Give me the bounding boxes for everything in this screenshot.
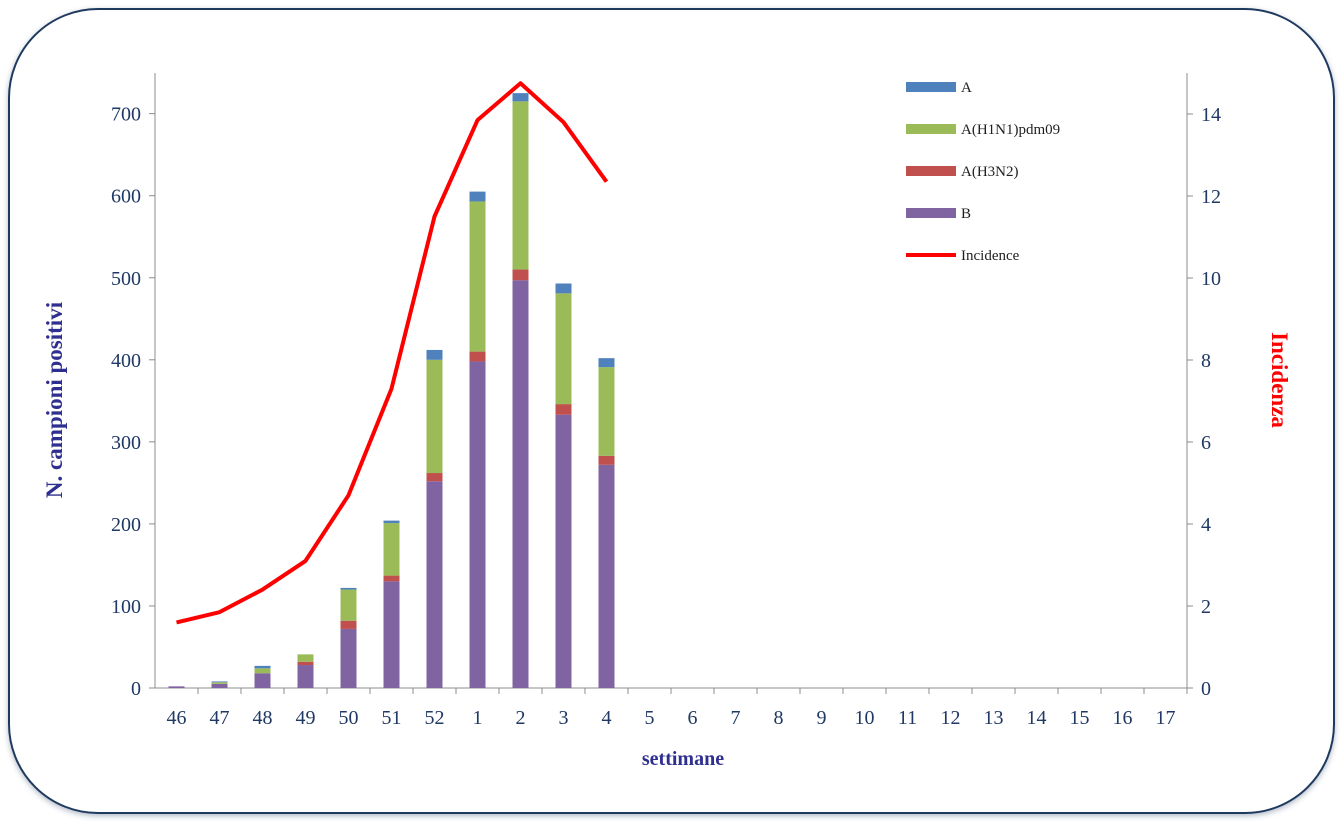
bar-segment — [297, 661, 314, 666]
bar-segment — [254, 665, 271, 669]
bar-segment — [211, 682, 228, 684]
x-tick-label: 11 — [898, 707, 917, 729]
bars-group — [168, 93, 615, 688]
legend-label: A(H1N1)pdm09 — [961, 122, 1060, 138]
legend-swatch — [906, 208, 956, 218]
bar-segment — [512, 101, 529, 270]
x-tick-label: 48 — [253, 707, 273, 729]
y2-tick-label: 2 — [1201, 596, 1211, 618]
x-tick-label: 12 — [941, 707, 961, 729]
y-tick-label: 300 — [111, 432, 141, 454]
bar-segment — [555, 404, 572, 415]
y-tick-label: 500 — [111, 268, 141, 290]
bar-segment — [426, 359, 443, 474]
x-tick-label: 49 — [296, 707, 316, 729]
bar-segment — [469, 361, 486, 688]
x-tick-label: 14 — [1027, 707, 1047, 729]
incidence-line — [176, 81, 609, 625]
y-tick-label: 200 — [111, 514, 141, 536]
axes-group — [154, 73, 1188, 689]
x-tick-label: 16 — [1113, 707, 1133, 729]
x-tick-label: 2 — [516, 707, 526, 729]
x-tick-label: 4 — [602, 707, 612, 729]
bar-segment — [469, 201, 486, 352]
bar-segment — [254, 668, 271, 674]
legend-swatch — [906, 82, 956, 92]
y-tick-label: 100 — [111, 596, 141, 618]
x-tick-label: 52 — [425, 707, 445, 729]
x-tick-label: 17 — [1156, 707, 1176, 729]
legend-swatch — [906, 124, 956, 134]
bar-segment — [512, 280, 529, 688]
legend-swatch — [906, 166, 956, 176]
y2-tick-label: 14 — [1201, 104, 1221, 126]
x-tick-label: 47 — [210, 707, 230, 729]
bar-segment — [168, 686, 185, 688]
bar-segment — [598, 464, 615, 688]
legend-label: Incidence — [961, 248, 1020, 264]
bar-segment — [254, 673, 271, 688]
y-axis-title: N. campioni positivi — [42, 301, 67, 498]
x-tick-label: 6 — [688, 707, 698, 729]
y2-tick-label: 12 — [1201, 186, 1221, 208]
y-tick-label: 400 — [111, 350, 141, 372]
bar-segment — [555, 414, 572, 688]
x-tick-label: 3 — [559, 707, 569, 729]
bar-segment — [598, 455, 615, 465]
bar-segment — [426, 473, 443, 482]
x-tick-label: 1 — [473, 707, 483, 729]
bar-segment — [383, 523, 400, 576]
x-tick-label: 46 — [167, 707, 187, 729]
x-tick-label: 13 — [984, 707, 1004, 729]
y2-tick-label: 4 — [1201, 514, 1211, 536]
bar-segment — [512, 269, 529, 281]
x-tick-label: 5 — [645, 707, 655, 729]
bar-segment — [340, 628, 357, 688]
bar-segment — [512, 93, 529, 102]
x-tick-label: 50 — [339, 707, 359, 729]
bar-segment — [383, 520, 400, 524]
bar-segment — [211, 683, 228, 688]
line-group — [176, 81, 609, 625]
x-tick-label: 8 — [774, 707, 784, 729]
legend-label: B — [961, 206, 971, 222]
bar-segment — [297, 665, 314, 688]
bar-segment — [555, 283, 572, 294]
x-tick-label: 10 — [855, 707, 875, 729]
x-tick-label: 51 — [382, 707, 402, 729]
y-tick-label: 600 — [111, 186, 141, 208]
y-tick-label: 0 — [131, 678, 141, 700]
y2-tick-label: 6 — [1201, 432, 1211, 454]
y2-tick-label: 8 — [1201, 350, 1211, 372]
bar-segment — [211, 681, 228, 683]
bar-segment — [383, 581, 400, 688]
bar-segment — [297, 654, 314, 662]
bar-segment — [340, 620, 357, 629]
bar-segment — [426, 481, 443, 688]
legend: A A(H1N1)pdm09 A(H3N2) B Incidence — [906, 80, 1060, 264]
x-axis-title: settimane — [642, 748, 724, 770]
bar-segment — [469, 191, 486, 202]
y-tick-label: 700 — [111, 104, 141, 126]
x-tick-label: 9 — [817, 707, 827, 729]
bar-segment — [340, 587, 357, 590]
bar-segment — [340, 589, 357, 621]
x-tick-label: 7 — [731, 707, 741, 729]
bar-segment — [598, 367, 615, 456]
y2-tick-label: 0 — [1201, 678, 1211, 700]
y2-axis-title: Incidenza — [1267, 332, 1292, 428]
bar-segment — [598, 358, 615, 368]
legend-label: A(H3N2) — [961, 164, 1019, 180]
bar-segment — [469, 351, 486, 362]
chart-frame — [8, 8, 1335, 814]
y2-tick-label: 10 — [1201, 268, 1221, 290]
bar-segment — [426, 349, 443, 360]
x-tick-label: 15 — [1070, 707, 1090, 729]
bar-segment — [555, 293, 572, 405]
bar-segment — [383, 575, 400, 582]
legend-label: A — [961, 80, 972, 96]
